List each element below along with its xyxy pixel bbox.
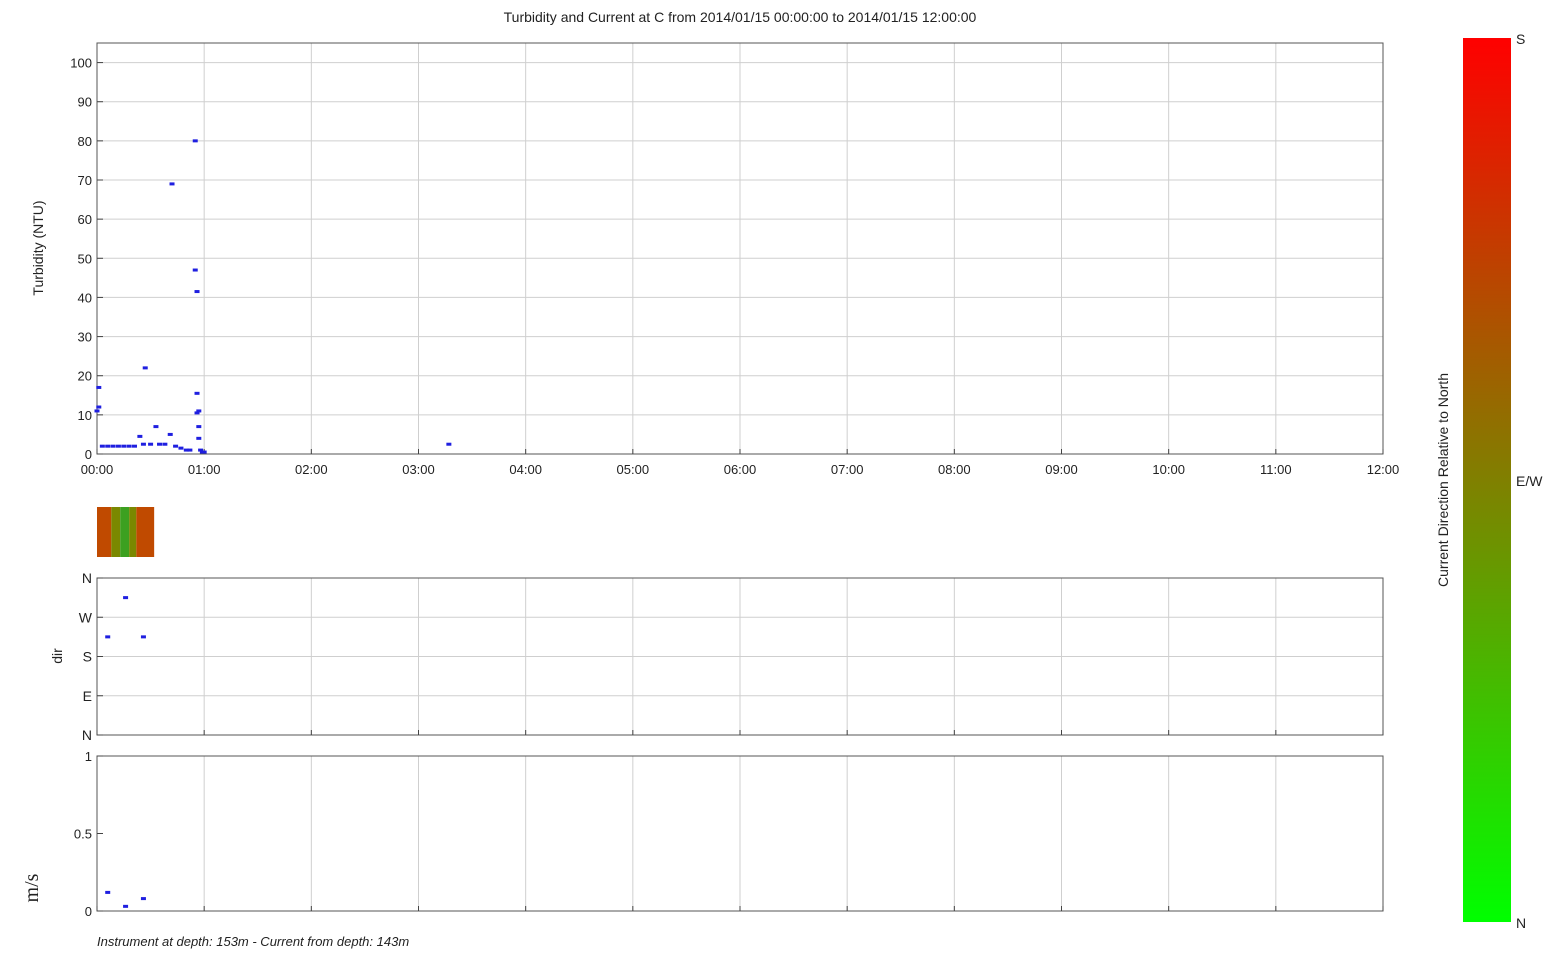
turbidity-point xyxy=(194,290,200,294)
colorbar-label: Current Direction Relative to North xyxy=(1435,373,1451,587)
turbidity-point xyxy=(183,448,189,452)
x-tick-label: 03:00 xyxy=(402,462,435,477)
turbidity-point xyxy=(94,409,100,413)
direction-strip-cell xyxy=(97,507,112,557)
turbidity-point xyxy=(157,442,163,446)
y-tick-label: 1 xyxy=(85,749,92,764)
speed-y-label: m/s xyxy=(21,873,43,902)
turbidity-y-label: Turbidity (NTU) xyxy=(30,200,46,295)
turbidity-point xyxy=(192,139,198,143)
x-tick-label: 06:00 xyxy=(724,462,757,477)
direction-point xyxy=(123,596,129,600)
y-tick-label: 70 xyxy=(78,173,92,188)
y-tick-label: 20 xyxy=(78,369,92,384)
turbidity-point xyxy=(96,385,102,389)
chart-title: Turbidity and Current at C from 2014/01/… xyxy=(504,9,977,25)
turbidity-point xyxy=(196,436,202,440)
turbidity-point xyxy=(105,444,111,448)
direction-strip-cell xyxy=(111,507,121,557)
turbidity-point xyxy=(178,446,184,450)
turbidity-point xyxy=(137,434,143,438)
x-tick-label: 12:00 xyxy=(1367,462,1400,477)
turbidity-point xyxy=(110,444,116,448)
turbidity-point xyxy=(115,444,121,448)
y-tick-label: 40 xyxy=(78,290,92,305)
direction-y-label: dir xyxy=(49,648,65,664)
colorbar-tick-ew: E/W xyxy=(1516,473,1543,489)
turbidity-point xyxy=(99,444,105,448)
direction-strip-cell xyxy=(129,507,137,557)
turbidity-point xyxy=(148,442,154,446)
direction-point xyxy=(140,635,146,639)
x-tick-label: 10:00 xyxy=(1152,462,1185,477)
y-tick-label: W xyxy=(79,609,93,625)
y-tick-label: N xyxy=(82,727,92,743)
speed-point xyxy=(140,897,146,901)
turbidity-point xyxy=(132,444,138,448)
x-tick-label: 09:00 xyxy=(1045,462,1078,477)
direction-panel: N W S E N dir xyxy=(49,570,1384,743)
x-tick-label: 07:00 xyxy=(831,462,864,477)
colorbar-gradient xyxy=(1463,38,1511,922)
turbidity-point xyxy=(140,442,146,446)
turbidity-point xyxy=(167,432,173,436)
y-tick-label: 90 xyxy=(78,95,92,110)
y-tick-label: 80 xyxy=(78,134,92,149)
colorbar-tick-s: S xyxy=(1516,31,1525,47)
speed-point xyxy=(123,904,129,908)
y-tick-label: 60 xyxy=(78,212,92,227)
turbidity-point xyxy=(162,442,168,446)
colorbar-tick-n: N xyxy=(1516,915,1526,931)
turbidity-point xyxy=(187,448,193,452)
y-tick-label: 50 xyxy=(78,251,92,266)
x-tick-label: 01:00 xyxy=(188,462,221,477)
colorbar: Current Direction Relative to North S E/… xyxy=(1435,31,1543,931)
y-tick-label: 0 xyxy=(85,447,92,462)
x-tick-label: 05:00 xyxy=(617,462,650,477)
y-tick-label: E xyxy=(83,688,92,704)
direction-strip-cell xyxy=(136,507,155,557)
direction-point xyxy=(105,635,111,639)
footer-note: Instrument at depth: 153m - Current from… xyxy=(97,934,409,949)
turbidity-point xyxy=(153,425,159,429)
direction-strip-cell xyxy=(120,507,130,557)
y-tick-label: 30 xyxy=(78,330,92,345)
turbidity-point xyxy=(201,450,207,454)
turbidity-point xyxy=(169,182,175,186)
y-tick-label: 0 xyxy=(85,904,92,919)
turbidity-panel: 00:00 01:00 02:00 03:00 04:00 05:00 06:00 07:00… xyxy=(30,42,1400,477)
speed-panel: 0 0.5 1 m/s xyxy=(21,749,1384,919)
turbidity-point xyxy=(194,411,200,415)
x-tick-label: 02:00 xyxy=(295,462,328,477)
turbidity-point xyxy=(446,442,452,446)
y-tick-label: N xyxy=(82,570,92,586)
turbidity-point xyxy=(194,391,200,395)
turbidity-point xyxy=(198,448,204,452)
y-tick-label: 10 xyxy=(78,408,92,423)
turbidity-point xyxy=(142,366,148,370)
x-tick-label: 04:00 xyxy=(509,462,542,477)
turbidity-point xyxy=(96,405,102,409)
x-tick-label: 08:00 xyxy=(938,462,971,477)
y-tick-label: 0.5 xyxy=(74,827,92,842)
x-tick-label: 11:00 xyxy=(1260,462,1292,477)
turbidity-point xyxy=(173,444,179,448)
y-tick-label: 100 xyxy=(70,56,92,71)
speed-point xyxy=(105,890,111,894)
y-tick-label: S xyxy=(83,649,92,665)
turbidity-point xyxy=(121,444,127,448)
turbidity-point xyxy=(196,409,202,413)
direction-color-strip xyxy=(97,507,155,557)
x-tick-label: 00:00 xyxy=(81,462,114,477)
turbidity-point xyxy=(196,425,202,429)
turbidity-point xyxy=(192,268,198,272)
turbidity-point xyxy=(126,444,132,448)
